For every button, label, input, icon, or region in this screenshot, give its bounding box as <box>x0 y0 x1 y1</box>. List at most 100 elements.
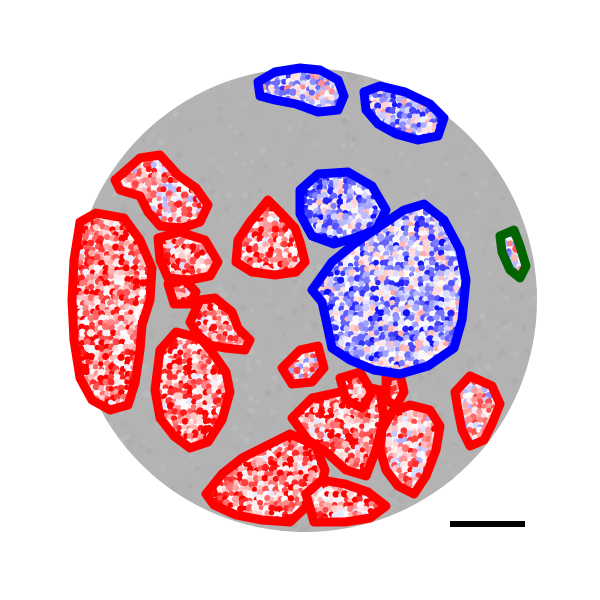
tissue-spot <box>318 142 324 148</box>
cell-spot <box>176 186 183 193</box>
tissue-region <box>153 227 223 285</box>
cell-spot <box>373 269 381 277</box>
cell-spot <box>132 278 141 286</box>
cell-spot <box>267 490 275 498</box>
cell-spot <box>398 290 404 296</box>
tissue-spot <box>234 129 239 134</box>
cell-spot <box>419 300 426 306</box>
tissue-spot <box>474 191 480 197</box>
cell-spot <box>273 79 281 86</box>
cell-spot <box>362 505 369 512</box>
cell-spot <box>113 393 121 401</box>
tissue-spot <box>149 471 156 477</box>
cell-spot <box>391 379 399 387</box>
cell-spot <box>293 83 301 91</box>
tissue-spot <box>465 195 471 201</box>
cell-spot <box>190 378 197 385</box>
tissue-spot <box>143 368 151 376</box>
tissue-spot <box>253 107 259 113</box>
tissue-spot <box>467 145 473 152</box>
cell-spot <box>427 233 436 242</box>
cell-spot <box>151 180 158 187</box>
tissue-spot <box>231 219 236 224</box>
tissue-spot <box>261 346 267 352</box>
tissue-spot <box>327 161 334 168</box>
cell-spot <box>257 499 264 506</box>
cell-spot <box>346 490 354 498</box>
cell-spot <box>413 295 421 302</box>
cell-spot <box>413 226 420 233</box>
cell-spot <box>186 357 194 366</box>
cell-spot <box>197 393 203 400</box>
cell-spot <box>186 348 192 354</box>
red-outlined-regions <box>67 150 505 527</box>
cell-spot <box>171 342 179 350</box>
tissue-region <box>335 367 377 413</box>
cell-spot <box>79 328 86 336</box>
tissue-spot <box>294 307 299 313</box>
tissue-spot <box>493 185 498 190</box>
tissue-spot <box>447 123 454 130</box>
cell-spot <box>417 281 424 287</box>
cell-spot <box>242 469 248 476</box>
cell-spot <box>338 496 345 503</box>
cell-spot <box>182 343 189 351</box>
cell-spot <box>507 240 514 247</box>
cell-spot <box>258 252 265 259</box>
cell-spot <box>236 471 244 479</box>
cell-spot <box>422 340 430 347</box>
tissue-spot <box>397 495 405 503</box>
cell-spot <box>398 279 406 287</box>
cell-spot <box>373 329 380 336</box>
cell-spot <box>294 496 300 502</box>
cell-spot <box>261 474 269 482</box>
cell-spot <box>378 334 385 341</box>
cell-spot <box>397 438 404 445</box>
cell-spot <box>281 78 288 85</box>
cell-spot <box>372 91 379 99</box>
cell-spot <box>440 335 446 341</box>
cell-spot <box>156 173 162 179</box>
cell-spot <box>377 360 384 367</box>
tissue-spot <box>298 128 307 137</box>
tissue-spot <box>303 323 312 331</box>
cell-spot <box>411 423 417 430</box>
cell-spot <box>108 219 114 226</box>
cell-spot <box>227 502 234 508</box>
tissue-spot <box>444 470 450 476</box>
cell-spot <box>407 239 414 247</box>
tissue-spot <box>292 287 297 292</box>
cell-spot <box>220 335 227 342</box>
cell-spot <box>150 161 157 168</box>
tissue-region <box>110 150 213 233</box>
cell-spot <box>178 292 185 299</box>
cell-spot <box>340 282 347 288</box>
cell-spot <box>233 479 239 486</box>
cell-spot <box>82 309 90 317</box>
cell-spot <box>363 417 371 425</box>
tissue-spot <box>427 372 432 377</box>
cell-spot <box>425 125 434 134</box>
tissue-spot <box>491 241 497 248</box>
tissue-spot <box>277 285 286 294</box>
cell-spot <box>113 389 119 395</box>
tissue-spot <box>482 333 489 340</box>
cell-spot <box>471 396 478 404</box>
tissue-spot <box>107 422 113 428</box>
cell-spot <box>112 338 120 346</box>
cell-spot <box>340 319 347 326</box>
tissue-spot <box>276 385 283 393</box>
tissue-spot <box>341 135 346 140</box>
cell-spot <box>256 494 264 502</box>
cell-spot <box>423 222 430 229</box>
tissue-spot <box>463 155 469 161</box>
cell-spot <box>183 248 192 257</box>
cell-spot <box>350 341 356 348</box>
cell-spot <box>322 506 329 513</box>
cell-spot <box>160 186 167 193</box>
tissue-spot <box>458 366 465 373</box>
tissue-spot <box>498 285 505 292</box>
cell-spot <box>257 489 264 497</box>
tissue-spot <box>480 318 488 326</box>
cell-spot <box>161 403 168 410</box>
